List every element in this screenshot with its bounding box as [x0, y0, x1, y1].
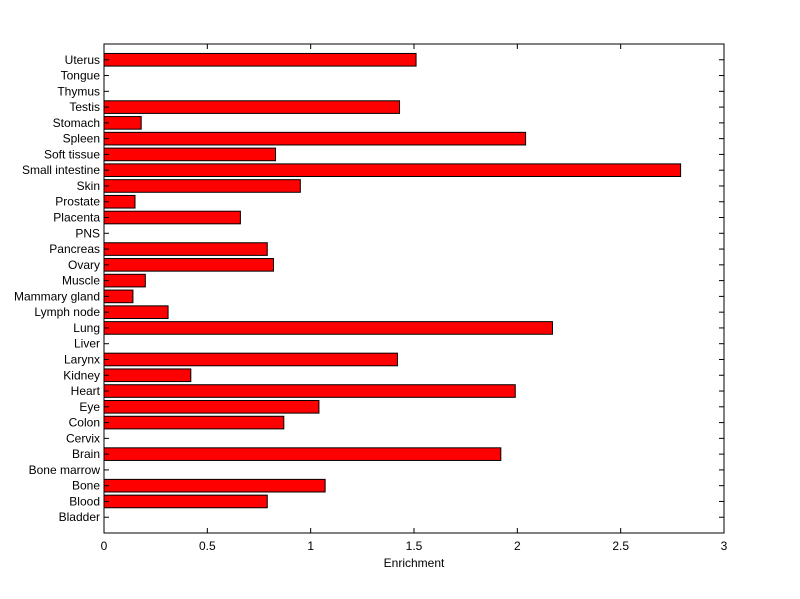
y-tick-label: Muscle — [62, 274, 100, 288]
y-tick-label: Thymus — [57, 84, 100, 98]
y-tick-label: Placenta — [53, 211, 100, 225]
bar-muscle — [103, 273, 146, 288]
y-tick-label: Heart — [71, 384, 101, 398]
x-tick-label: 3 — [721, 539, 728, 553]
y-tick-label: Prostate — [55, 195, 100, 209]
bar-testis — [103, 100, 401, 114]
x-tick-label: 2 — [514, 539, 521, 553]
bar-heart — [103, 384, 516, 398]
bar-placenta — [103, 210, 241, 225]
ticks-layer — [103, 44, 725, 533]
bar-lymph-node — [103, 305, 169, 319]
y-tick-label: Eye — [79, 400, 100, 414]
y-tick-label: Soft tissue — [44, 147, 100, 161]
bars-layer — [103, 52, 682, 509]
x-axis-label: Enrichment — [384, 556, 445, 570]
y-tick-label: Larynx — [64, 352, 100, 366]
y-tick-label: Brain — [72, 447, 100, 461]
bar-blood — [103, 494, 268, 509]
y-tick-label: Tongue — [61, 69, 101, 83]
bar-larynx — [103, 352, 398, 367]
y-tick-label: Liver — [74, 337, 100, 351]
bar-brain — [103, 447, 502, 461]
y-tick-label: Skin — [77, 179, 100, 193]
bar-colon — [103, 415, 285, 430]
bar-bone — [103, 478, 326, 493]
y-tick-label: Stomach — [53, 116, 100, 130]
bar-skin — [103, 179, 301, 193]
y-tick-label: Kidney — [63, 368, 100, 382]
y-tick-label: Small intestine — [22, 163, 100, 177]
x-tick-label: 1.5 — [406, 539, 423, 553]
bar-spleen — [103, 131, 527, 146]
x-tick-label: 2.5 — [612, 539, 629, 553]
bar-uterus — [103, 52, 417, 67]
y-tick-label: Lung — [73, 321, 100, 335]
y-tick-label: Bone — [72, 479, 100, 493]
y-tick-label: Testis — [69, 100, 100, 114]
y-tick-label: Blood — [69, 494, 100, 508]
y-tick-label: Pancreas — [49, 242, 100, 256]
y-tick-label: Spleen — [63, 132, 100, 146]
x-tick-label: 0 — [101, 539, 108, 553]
bar-eye — [103, 400, 320, 414]
y-tick-label: Bone marrow — [29, 463, 101, 477]
y-tick-label: Uterus — [65, 53, 100, 67]
y-tick-label: Mammary gland — [14, 289, 100, 303]
bar-small-intestine — [103, 163, 682, 178]
bar-stomach — [103, 116, 142, 130]
y-tick-label: PNS — [75, 226, 100, 240]
y-tick-label: Lymph node — [34, 305, 100, 319]
bar-pancreas — [103, 242, 268, 256]
plot-frame — [103, 43, 725, 534]
y-tick-label: Ovary — [68, 258, 100, 272]
bar-kidney — [103, 368, 192, 383]
y-tick-label: Bladder — [59, 510, 100, 524]
y-tick-label: Cervix — [66, 431, 100, 445]
bar-ovary — [103, 258, 274, 272]
x-tick-label: 1 — [307, 539, 314, 553]
x-tick-label: 0.5 — [199, 539, 216, 553]
bar-soft-tissue — [103, 147, 277, 162]
bar-lung — [103, 321, 553, 335]
y-tick-label: Colon — [69, 416, 100, 430]
